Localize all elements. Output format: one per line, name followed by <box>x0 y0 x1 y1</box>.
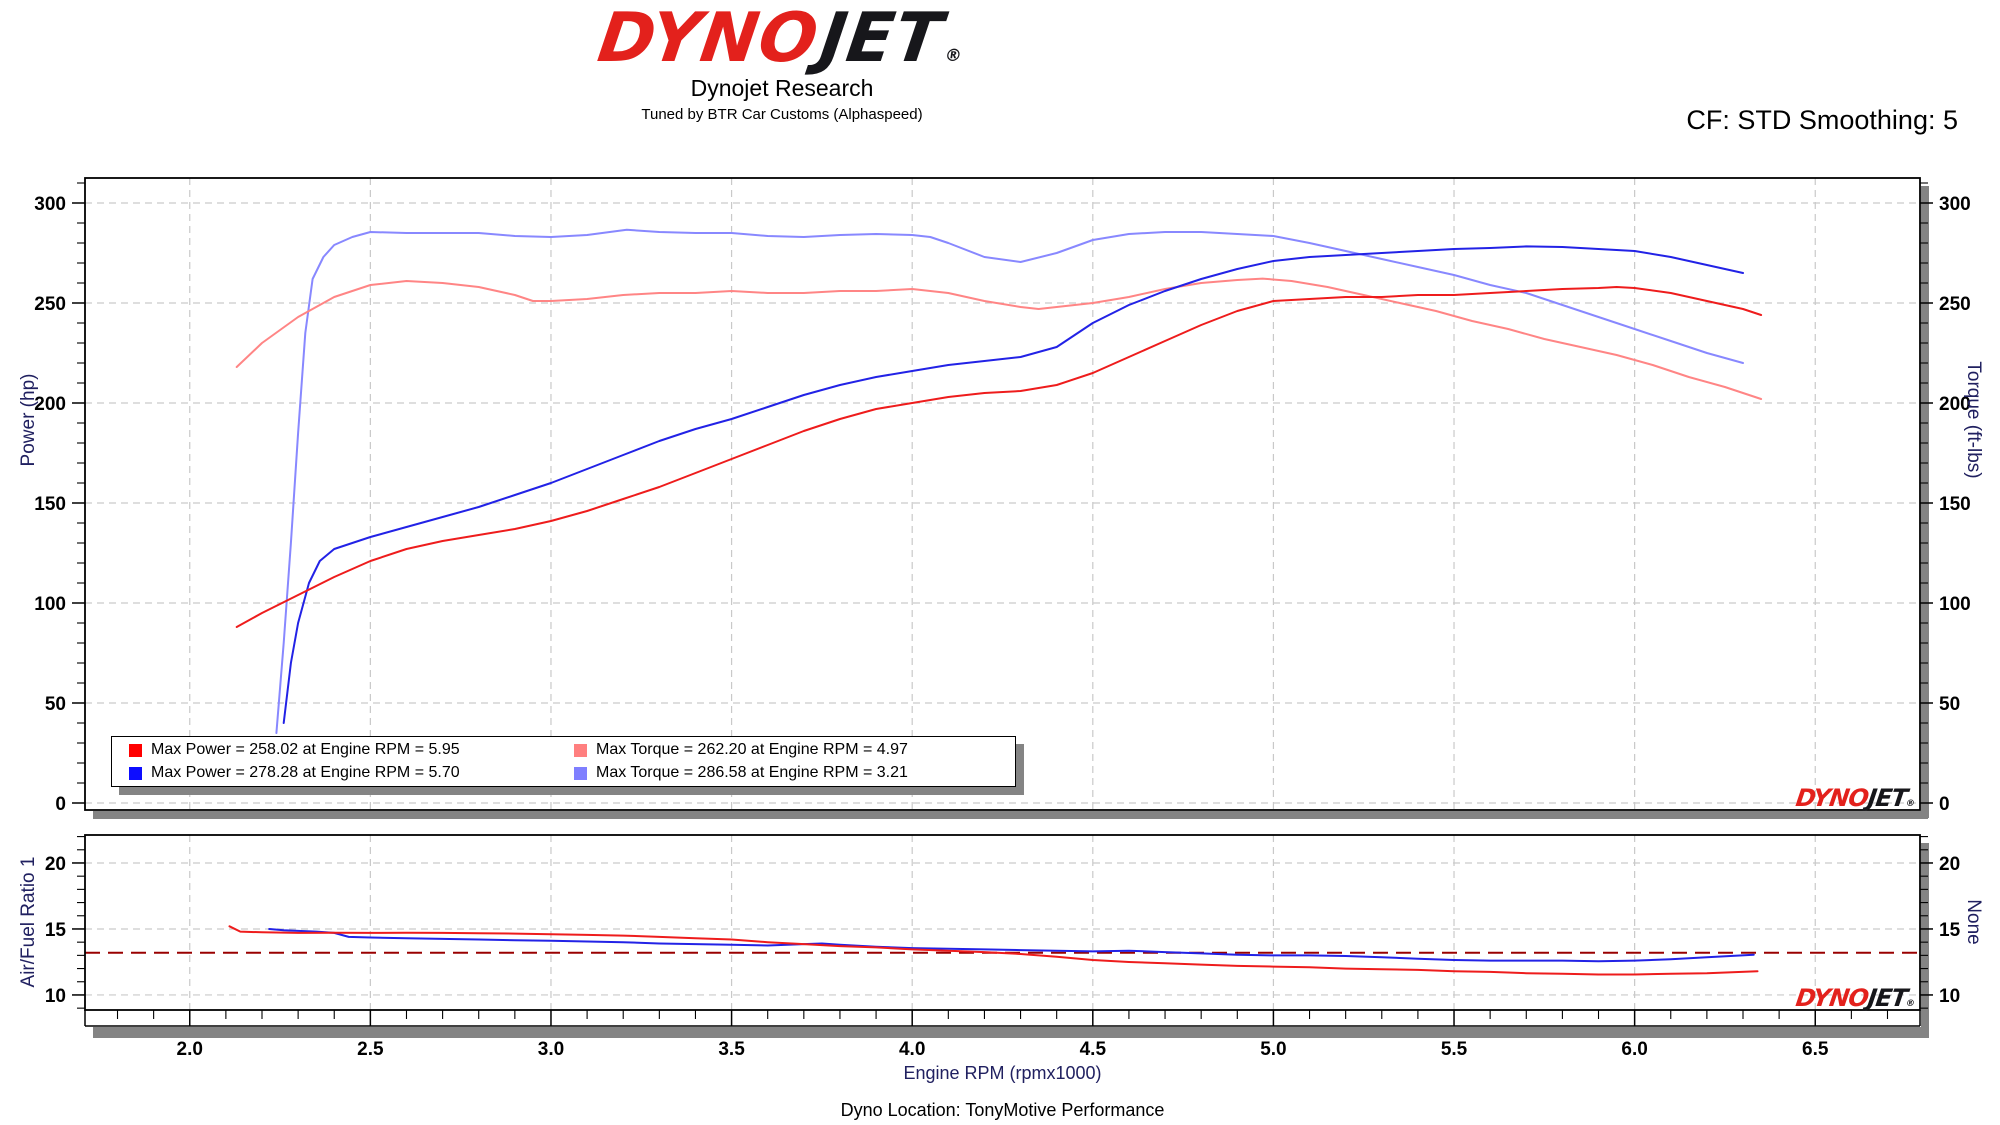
plot-border <box>84 177 1921 811</box>
legend-label: Max Power = 258.02 at Engine RPM = 5.95 <box>151 741 460 758</box>
x-tick-label: 2.0 <box>177 1039 203 1060</box>
watermark-dyno-text: DYNO <box>1794 984 1871 1012</box>
y-tick-label-left: 100 <box>34 594 66 615</box>
y-tick-label-right: 150 <box>1939 494 1971 515</box>
series-torque-red <box>235 277 1763 400</box>
legend-swatch <box>129 743 142 757</box>
plot-shadow-bottom <box>93 811 1928 819</box>
y-tick-label-right: 250 <box>1939 294 1971 315</box>
legend-item: Max Power = 258.02 at Engine RPM = 5.95 <box>129 741 574 759</box>
y-tick-label-right: 20 <box>1939 854 1960 875</box>
y-axis-title-right: None <box>1963 899 1984 944</box>
x-tick-label: 6.0 <box>1621 1039 1647 1060</box>
x-tick-label: 5.5 <box>1441 1039 1468 1060</box>
dyno-location-label: Dyno Location: TonyMotive Performance <box>840 1100 1165 1120</box>
legend-item: Max Torque = 286.58 at Engine RPM = 3.21 <box>574 764 1015 782</box>
dynojet-watermark-main: DYNOJET® <box>1794 784 1917 812</box>
x-axis-title: Engine RPM (rpmx1000) <box>903 1063 1102 1083</box>
legend-item: Max Torque = 262.20 at Engine RPM = 4.97 <box>574 741 1015 759</box>
header: DYNOJET® Dynojet Research Tuned by BTR C… <box>0 0 1564 124</box>
legend-label: Max Power = 278.28 at Engine RPM = 5.70 <box>151 764 460 781</box>
legend-item: Max Power = 278.28 at Engine RPM = 5.70 <box>129 764 574 782</box>
y-axis-title-right: Torque (ft-lbs) <box>1963 361 1984 478</box>
y-tick-label-left: 200 <box>34 394 66 415</box>
x-tick-label: 4.0 <box>899 1039 925 1060</box>
plot-shadow-right <box>1921 843 1929 1038</box>
legend-swatch <box>574 743 587 757</box>
y-tick-label-left: 20 <box>45 854 66 875</box>
cf-smoothing-label: CF: STD Smoothing: 5 <box>1686 105 1958 135</box>
y-tick-label-left: 15 <box>45 920 67 941</box>
y-tick-label-left: 10 <box>45 986 66 1007</box>
y-tick-label-right: 10 <box>1939 986 1960 1007</box>
legend-swatch <box>574 766 587 780</box>
plot-shadow-bottom <box>93 1027 1928 1038</box>
legend-swatch <box>129 766 142 780</box>
x-tick-label: 4.5 <box>1080 1039 1107 1060</box>
legend-box: Max Power = 258.02 at Engine RPM = 5.95 M… <box>111 736 1016 787</box>
legend-label: Max Torque = 262.20 at Engine RPM = 4.97 <box>596 741 908 758</box>
legend-label: Max Torque = 286.58 at Engine RPM = 3.21 <box>596 764 908 781</box>
watermark-jet-text: JET <box>1866 984 1909 1012</box>
y-tick-label-right: 50 <box>1939 694 1960 715</box>
series-torque-blue <box>275 228 1744 734</box>
y-tick-label-right: 100 <box>1939 594 1971 615</box>
x-tick-label: 5.0 <box>1260 1039 1286 1060</box>
watermark-dyno-text: DYNO <box>1794 784 1871 812</box>
series-power-red <box>235 286 1763 628</box>
y-tick-label-right: 0 <box>1939 794 1950 815</box>
series-afr-red <box>228 925 1759 976</box>
y-axis-title-left: Air/Fuel Ratio 1 <box>18 857 39 988</box>
dynojet-watermark-afr: DYNOJET® <box>1794 984 1917 1012</box>
y-tick-label-right: 200 <box>1939 394 1971 415</box>
x-tick-label: 6.5 <box>1802 1039 1829 1060</box>
series-afr-blue <box>268 928 1755 963</box>
page-title: Dynojet Research <box>690 75 874 102</box>
series-power-blue <box>282 245 1744 724</box>
y-tick-label-left: 50 <box>45 694 66 715</box>
y-axis-title-left: Power (hp) <box>18 374 39 467</box>
y-tick-label-right: 15 <box>1939 920 1961 941</box>
watermark-jet-text: JET <box>1866 784 1909 812</box>
plot-border <box>84 834 1921 1011</box>
x-tick-label: 2.5 <box>357 1039 384 1060</box>
y-tick-label-right: 300 <box>1939 194 1971 215</box>
y-tick-label-left: 150 <box>34 494 66 515</box>
plot-shadow-right <box>1921 186 1929 818</box>
y-tick-label-left: 300 <box>34 194 66 215</box>
y-tick-label-left: 0 <box>55 794 66 815</box>
y-tick-label-left: 250 <box>34 294 66 315</box>
page-subtitle: Tuned by BTR Car Customs (Alphaspeed) <box>641 106 923 124</box>
x-tick-label: 3.5 <box>718 1039 745 1060</box>
x-tick-label: 3.0 <box>538 1039 564 1060</box>
